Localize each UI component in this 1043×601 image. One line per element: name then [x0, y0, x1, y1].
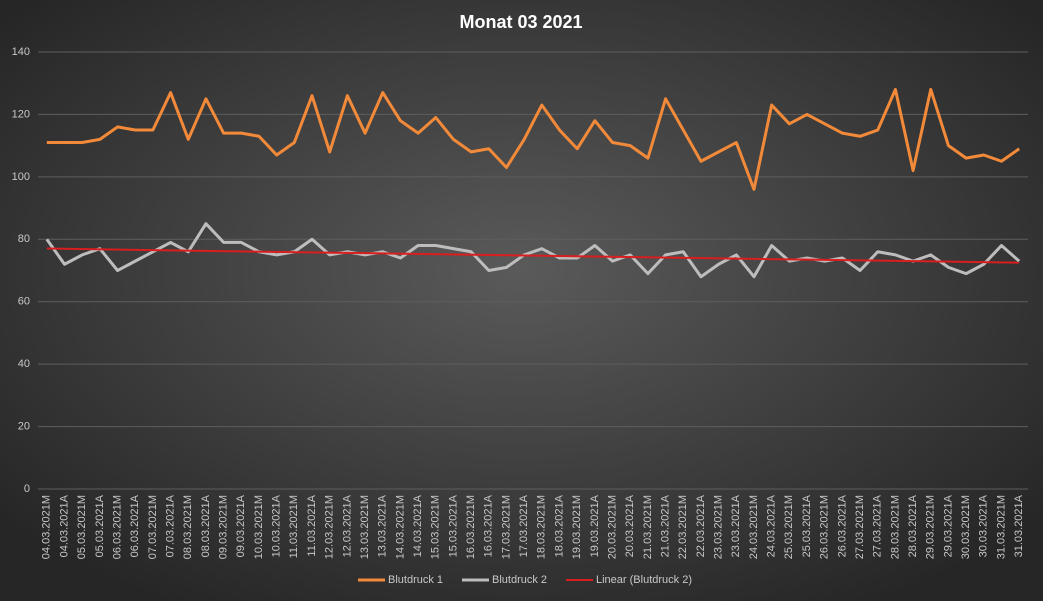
x-tick-label: 18.03.2021M: [536, 495, 548, 559]
y-tick-label: 120: [12, 108, 30, 120]
y-tick-label: 20: [18, 420, 30, 432]
x-tick-label: 29.03.2021A: [942, 494, 954, 557]
y-tick-label: 140: [12, 46, 30, 58]
x-tick-label: 04.03.2021A: [58, 494, 70, 557]
x-tick-label: 26.03.2021M: [819, 495, 831, 559]
x-tick-label: 14.03.2021A: [412, 494, 424, 557]
x-tick-label: 30.03.2021M: [960, 495, 972, 559]
x-tick-label: 19.03.2021A: [589, 494, 601, 557]
x-tick-label: 08.03.2021A: [200, 494, 212, 557]
x-tick-label: 18.03.2021A: [553, 494, 565, 557]
x-tick-label: 26.03.2021A: [836, 494, 848, 557]
x-tick-label: 27.03.2021A: [872, 494, 884, 557]
x-tick-label: 09.03.2021A: [235, 494, 247, 557]
y-tick-label: 80: [18, 233, 30, 245]
y-tick-label: 40: [18, 358, 30, 370]
y-tick-label: 0: [24, 483, 30, 495]
x-tick-label: 21.03.2021A: [659, 494, 671, 557]
x-tick-label: 28.03.2021M: [889, 495, 901, 559]
x-tick-label: 22.03.2021A: [695, 494, 707, 557]
x-tick-label: 16.03.2021M: [465, 495, 477, 559]
x-tick-label: 05.03.2021A: [94, 494, 106, 557]
x-tick-label: 07.03.2021M: [147, 495, 159, 559]
x-tick-label: 15.03.2021M: [430, 495, 442, 559]
x-tick-label: 13.03.2021M: [359, 495, 371, 559]
x-tick-label: 10.03.2021M: [253, 495, 265, 559]
x-tick-label: 25.03.2021M: [783, 495, 795, 559]
x-tick-label: 06.03.2021M: [111, 495, 123, 559]
legend-label: Linear (Blutdruck 2): [596, 574, 692, 586]
x-tick-label: 08.03.2021M: [182, 495, 194, 559]
x-tick-label: 12.03.2021A: [341, 494, 353, 557]
x-tick-label: 30.03.2021A: [978, 494, 990, 557]
x-tick-label: 15.03.2021A: [447, 494, 459, 557]
x-tick-label: 31.03.2021M: [995, 495, 1007, 559]
x-tick-label: 17.03.2021A: [518, 494, 530, 557]
x-tick-label: 19.03.2021M: [571, 495, 583, 559]
x-tick-label: 22.03.2021M: [677, 495, 689, 559]
y-tick-label: 60: [18, 296, 30, 308]
x-tick-label: 04.03.2021M: [41, 495, 53, 559]
x-tick-label: 24.03.2021M: [748, 495, 760, 559]
legend-label: Blutdruck 1: [388, 574, 443, 586]
x-tick-label: 12.03.2021M: [324, 495, 336, 559]
x-tick-label: 11.03.2021M: [288, 495, 300, 558]
x-tick-label: 10.03.2021A: [271, 494, 283, 557]
x-tick-label: 09.03.2021M: [218, 495, 230, 559]
x-tick-label: 23.03.2021A: [730, 494, 742, 557]
y-tick-label: 100: [12, 171, 30, 183]
x-tick-label: 07.03.2021A: [164, 494, 176, 557]
x-tick-label: 25.03.2021A: [801, 494, 813, 557]
chart-title: Monat 03 2021: [459, 12, 582, 32]
x-tick-label: 28.03.2021A: [907, 494, 919, 557]
line-series: [46, 87, 1021, 191]
x-tick-label: 11.03.2021A: [306, 494, 318, 556]
x-tick-label: 06.03.2021A: [129, 494, 141, 557]
x-tick-label: 23.03.2021M: [713, 495, 725, 559]
x-tick-label: 20.03.2021M: [606, 495, 618, 559]
x-tick-label: 13.03.2021A: [377, 494, 389, 557]
x-tick-label: 29.03.2021M: [925, 495, 937, 559]
trendline: [46, 247, 1020, 264]
x-tick-label: 27.03.2021M: [854, 495, 866, 559]
x-tick-label: 14.03.2021M: [394, 495, 406, 559]
x-tick-label: 05.03.2021M: [76, 495, 88, 559]
x-tick-label: 24.03.2021A: [766, 494, 778, 557]
line-series: [45, 222, 1021, 279]
x-tick-label: 31.03.2021A: [1013, 494, 1025, 557]
legend-label: Blutdruck 2: [492, 574, 547, 586]
x-tick-label: 20.03.2021A: [624, 494, 636, 557]
x-tick-label: 21.03.2021M: [642, 495, 654, 559]
x-tick-label: 16.03.2021A: [483, 494, 495, 557]
x-tick-label: 17.03.2021M: [500, 495, 512, 559]
